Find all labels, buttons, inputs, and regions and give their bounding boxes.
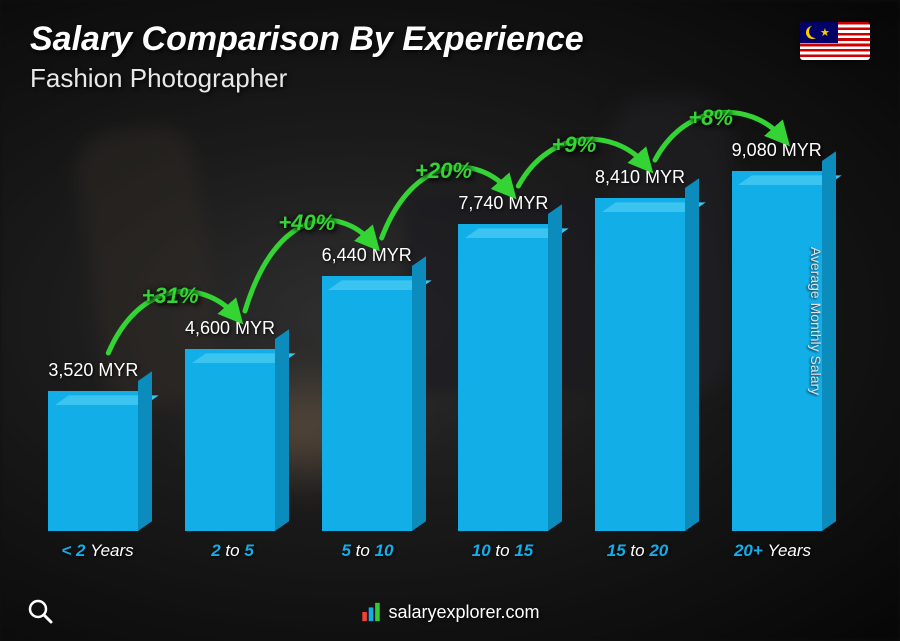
bar [458,224,548,531]
bar [595,198,685,531]
bar [185,349,275,531]
growth-arc-label: +40% [278,210,335,236]
page-title: Salary Comparison By Experience [30,20,870,59]
x-axis-label: 10 to 15 [435,541,570,561]
growth-arc-label: +31% [142,283,199,309]
x-axis-label: 15 to 20 [570,541,705,561]
bar-value-label: 4,600 MYR [185,318,275,339]
bar [322,276,412,531]
bar [48,391,138,531]
footer-site-text: salaryexplorer.com [388,602,539,623]
bar-value-label: 3,520 MYR [48,360,138,381]
x-axis-label: 5 to 10 [300,541,435,561]
salaryexplorer-logo-icon [360,601,382,623]
footer-attribution: salaryexplorer.com [360,601,539,623]
bar-group: 3,520 MYR [30,360,157,531]
page-subtitle: Fashion Photographer [30,63,870,94]
growth-arc-label: +9% [552,132,597,158]
x-axis-label: < 2 Years [30,541,165,561]
bar-group: 8,410 MYR [577,167,704,531]
country-flag-malaysia: ★ [800,22,870,60]
bar-group: 6,440 MYR [303,245,430,531]
chart-container: Salary Comparison By Experience Fashion … [0,0,900,641]
growth-arc-label: +8% [688,105,733,131]
bar-value-label: 6,440 MYR [322,245,412,266]
bar-group: 4,600 MYR [167,318,294,531]
x-axis-label: 20+ Years [705,541,840,561]
bar-chart: 3,520 MYR 4,600 MYR 6,440 MYR 7,740 MYR … [30,100,840,561]
growth-arc-label: +20% [415,158,472,184]
magnifier-icon [26,597,54,625]
bar-value-label: 8,410 MYR [595,167,685,188]
bar-group: 7,740 MYR [440,193,567,531]
x-axis-label: 2 to 5 [165,541,300,561]
bar-value-label: 7,740 MYR [458,193,548,214]
y-axis-label: Average Monthly Salary [808,246,824,394]
bar-value-label: 9,080 MYR [732,140,822,161]
